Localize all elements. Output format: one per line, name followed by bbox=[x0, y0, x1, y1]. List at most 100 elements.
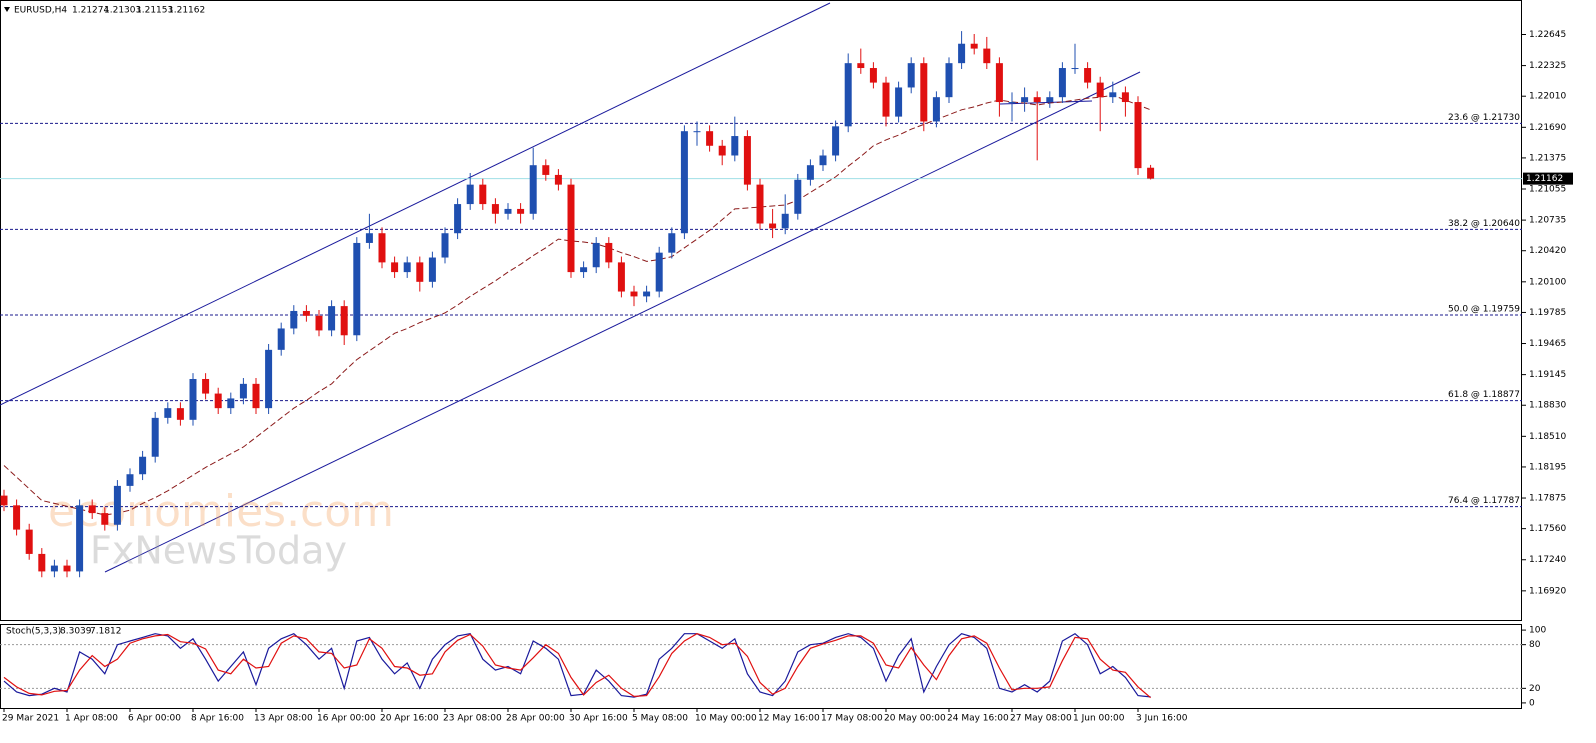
candle-body bbox=[995, 63, 1003, 103]
y-tick-label: 1.21690 bbox=[1529, 123, 1566, 133]
candle-body bbox=[126, 474, 134, 486]
y-tick-label: 100 bbox=[1529, 626, 1546, 636]
candle-body bbox=[315, 315, 323, 331]
candle-body bbox=[239, 383, 247, 399]
trend-segment bbox=[999, 100, 1093, 105]
x-tick-label: 20 Apr 16:00 bbox=[380, 714, 439, 724]
indicator-line bbox=[3, 632, 1151, 698]
moving-average bbox=[3, 94, 1151, 516]
candle-body bbox=[743, 136, 751, 185]
candle-body bbox=[655, 252, 663, 292]
candle-body bbox=[895, 87, 903, 117]
candle-body bbox=[63, 565, 71, 572]
candle-body bbox=[643, 291, 651, 297]
candle-body bbox=[1134, 102, 1142, 169]
candle-body bbox=[958, 43, 966, 64]
candle-body bbox=[882, 82, 890, 117]
candle-body bbox=[328, 306, 336, 331]
candle-body bbox=[265, 349, 273, 409]
candle-body bbox=[290, 310, 298, 329]
x-tick-label: 12 May 16:00 bbox=[758, 714, 820, 724]
candle-body bbox=[592, 242, 600, 268]
candle-body bbox=[756, 184, 764, 224]
fib-label: 50.0 @ 1.19759 bbox=[1448, 304, 1520, 314]
x-tick-label: 13 Apr 08:00 bbox=[254, 714, 313, 724]
candle-body bbox=[869, 68, 877, 83]
x-tick-label: 27 May 08:00 bbox=[1010, 714, 1072, 724]
y-tick-label: 1.20420 bbox=[1529, 246, 1566, 256]
candle-body bbox=[567, 184, 575, 273]
candle-body bbox=[1058, 68, 1066, 98]
candle-body bbox=[353, 242, 361, 336]
x-tick-label: 8 Apr 16:00 bbox=[191, 714, 244, 724]
x-tick-label: 3 Jun 16:00 bbox=[1136, 714, 1188, 724]
fib-label: 23.6 @ 1.21730 bbox=[1448, 113, 1520, 123]
candle-body bbox=[151, 417, 159, 457]
candle-body bbox=[580, 267, 588, 273]
y-tick-label: 1.22325 bbox=[1529, 61, 1566, 71]
indicator-name: Stoch(5,3,3) bbox=[6, 627, 61, 637]
watermark: FxNewsToday bbox=[90, 529, 347, 573]
indicator-main-value: 8.3039 bbox=[60, 627, 92, 637]
candle-body bbox=[983, 48, 991, 64]
y-tick-label: 80 bbox=[1529, 640, 1541, 650]
price-tag bbox=[1523, 172, 1573, 185]
symbol: EURUSD,H4 bbox=[14, 6, 67, 16]
candle-body bbox=[101, 513, 109, 525]
candle-body bbox=[1008, 102, 1016, 104]
candle-body bbox=[554, 174, 562, 185]
y-tick-label: 1.20735 bbox=[1529, 216, 1566, 226]
candle-body bbox=[441, 233, 449, 258]
y-tick-label: 1.16920 bbox=[1529, 586, 1566, 596]
candle-body bbox=[428, 257, 436, 282]
x-tick-label: 20 May 00:00 bbox=[884, 714, 946, 724]
candle-body bbox=[378, 233, 386, 263]
candle-body bbox=[340, 306, 348, 336]
y-tick-label: 1.21055 bbox=[1529, 185, 1566, 195]
indicator-frame bbox=[0, 624, 1522, 709]
indicator-line bbox=[3, 633, 1151, 699]
fib-label: 38.2 @ 1.20640 bbox=[1448, 219, 1520, 229]
price-tag-label: 1.21162 bbox=[1526, 174, 1563, 184]
candle-body bbox=[277, 328, 285, 350]
candle-body bbox=[1121, 92, 1129, 103]
open-value: 1.21274 bbox=[72, 6, 109, 16]
y-tick-label: 1.22645 bbox=[1529, 30, 1566, 40]
candle-body bbox=[113, 485, 121, 525]
x-tick-label: 1 Apr 08:00 bbox=[65, 714, 118, 724]
candle-body bbox=[13, 505, 21, 530]
candle-body bbox=[945, 63, 953, 98]
fib-label: 76.4 @ 1.17787 bbox=[1448, 496, 1520, 506]
main-frame bbox=[0, 0, 1522, 621]
watermark: economies.com bbox=[48, 486, 394, 537]
y-tick-label: 1.20100 bbox=[1529, 277, 1566, 287]
candle-body bbox=[806, 165, 814, 180]
candle-body bbox=[844, 63, 852, 127]
low-value: 1.21153 bbox=[136, 6, 173, 16]
candle-body bbox=[819, 155, 827, 166]
x-tick-label: 24 May 16:00 bbox=[947, 714, 1009, 724]
x-tick-label: 10 May 00:00 bbox=[695, 714, 757, 724]
candle-body bbox=[491, 204, 499, 214]
candle-body bbox=[302, 310, 310, 316]
candle-body bbox=[38, 553, 46, 572]
candle-body bbox=[1046, 97, 1054, 103]
candle-body bbox=[403, 262, 411, 273]
x-tick-label: 29 Mar 2021 bbox=[2, 714, 59, 724]
candle-body bbox=[718, 145, 726, 156]
candle-body bbox=[365, 233, 373, 243]
candle-body bbox=[932, 97, 940, 122]
y-tick-label: 1.17560 bbox=[1529, 524, 1566, 534]
x-tick-label: 30 Apr 16:00 bbox=[569, 714, 628, 724]
x-tick-label: 17 May 08:00 bbox=[821, 714, 883, 724]
fib-label: 61.8 @ 1.18877 bbox=[1448, 390, 1520, 400]
x-tick-label: 28 Apr 00:00 bbox=[506, 714, 565, 724]
y-tick-label: 0 bbox=[1529, 698, 1535, 708]
candle-body bbox=[731, 136, 739, 156]
y-tick-label: 1.22010 bbox=[1529, 92, 1566, 102]
candle-body bbox=[769, 223, 777, 229]
candle-body bbox=[176, 408, 184, 420]
y-tick-label: 1.17240 bbox=[1529, 555, 1566, 565]
candle-body bbox=[907, 63, 915, 88]
candle-body bbox=[1084, 68, 1092, 83]
